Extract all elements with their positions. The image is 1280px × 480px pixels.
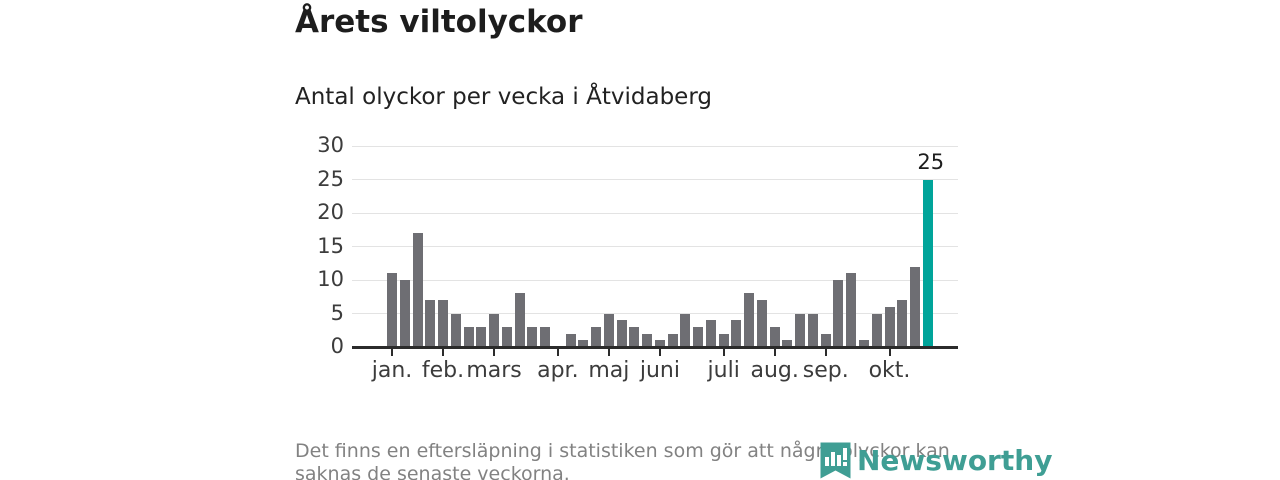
bar-week-37 [846,273,857,347]
y-axis-label-30: 30 [317,133,344,157]
bar-week-22 [654,340,665,347]
footnote: Det finns en eftersläpning i statistiken… [295,440,950,480]
bar-week-21 [642,333,653,347]
bar-week-5 [438,300,449,347]
bar-week-24 [680,313,691,347]
x-axis-tick-maj [607,349,610,356]
bar-week-9 [489,313,500,347]
y-axis-label-0: 0 [330,334,344,358]
x-axis-tick-okt [888,349,891,356]
x-axis-label-aug: aug. [750,358,799,383]
bar-week-7 [463,326,474,347]
gridline-10 [352,279,958,281]
y-axis-label-15: 15 [317,233,344,258]
newsworthy-logo: Newsworthy [820,441,1052,480]
x-axis-label-jan: jan. [371,358,413,383]
x-axis-label-mars: mars [466,358,522,383]
gridline-25 [352,179,958,180]
bar-week-23 [667,333,678,347]
bar-week-32 [782,340,793,347]
bar-week-3 [412,233,423,347]
bar-week-33 [795,313,806,347]
x-axis-line [352,346,958,349]
x-axis-label-maj: maj [588,358,630,383]
bar-week-19 [616,320,627,347]
bar-week-29 [744,293,755,347]
bar-week-6 [450,313,461,347]
gridline-20 [352,212,958,214]
bar-week-28 [731,320,742,347]
x-axis-label-feb: feb. [421,358,465,383]
bar-week-13 [540,326,551,347]
bar-week-4 [425,300,436,347]
bar-week-1 [387,273,397,347]
x-axis-tick-sep [824,349,827,356]
y-axis-label-10: 10 [317,267,344,291]
bar-week-16 [578,340,589,347]
bar-week-39 [871,313,882,347]
bar-week-38 [859,340,869,347]
y-axis-label-5: 5 [330,300,344,325]
bar-week-34 [807,313,818,347]
x-axis-label-juli: juli [707,358,740,383]
gridline-30 [352,145,958,147]
x-axis-tick-juli [722,349,725,356]
bar-week-11 [514,293,525,347]
brand-wordmark: Newsworthy [857,444,1053,477]
highlight-value-label: 25 [917,149,945,174]
x-axis-label-sep: sep. [802,358,849,383]
x-axis-label-okt: okt. [868,358,911,383]
bar-week-8 [476,326,487,347]
bar-week-40 [884,306,895,347]
x-axis-label-juni: juni [639,358,680,383]
y-axis-label-20: 20 [317,200,344,224]
bar-week-17 [591,326,602,347]
x-axis-tick-feb [442,349,445,356]
gridline-5 [352,313,958,314]
bar-week-30 [756,300,767,347]
chart-subtitle: Antal olyckor per vecka i Åtvidaberg [295,84,712,110]
bar-week-31 [769,326,780,347]
bar-week-15 [565,333,576,347]
bar-week-2 [399,280,410,347]
bar-week-26 [705,320,716,347]
x-axis-tick-aug [773,349,776,356]
bar-week-25 [693,326,704,347]
bar-week-36 [833,280,844,347]
x-axis-tick-apr [556,349,559,356]
bar-week-35 [820,333,831,347]
bar-week-18 [603,313,614,347]
page-title: Årets viltolyckor [295,4,583,40]
newsworthy-pennant-barchart-icon [820,442,851,479]
y-axis-label-25: 25 [317,166,344,191]
bar-week-27 [718,333,729,347]
x-axis-tick-juni [658,349,661,356]
bar-week-10 [501,326,512,347]
bar-week-12 [527,326,538,347]
x-axis-tick-jan [391,349,393,356]
bar-week-20 [629,326,640,347]
x-axis-tick-mars [493,349,496,356]
bar-week-43-highlighted [922,179,933,347]
gridline-15 [352,246,958,247]
bar-week-42 [910,266,921,347]
bar-week-41 [897,300,908,347]
x-axis-label-apr: apr. [537,358,579,383]
